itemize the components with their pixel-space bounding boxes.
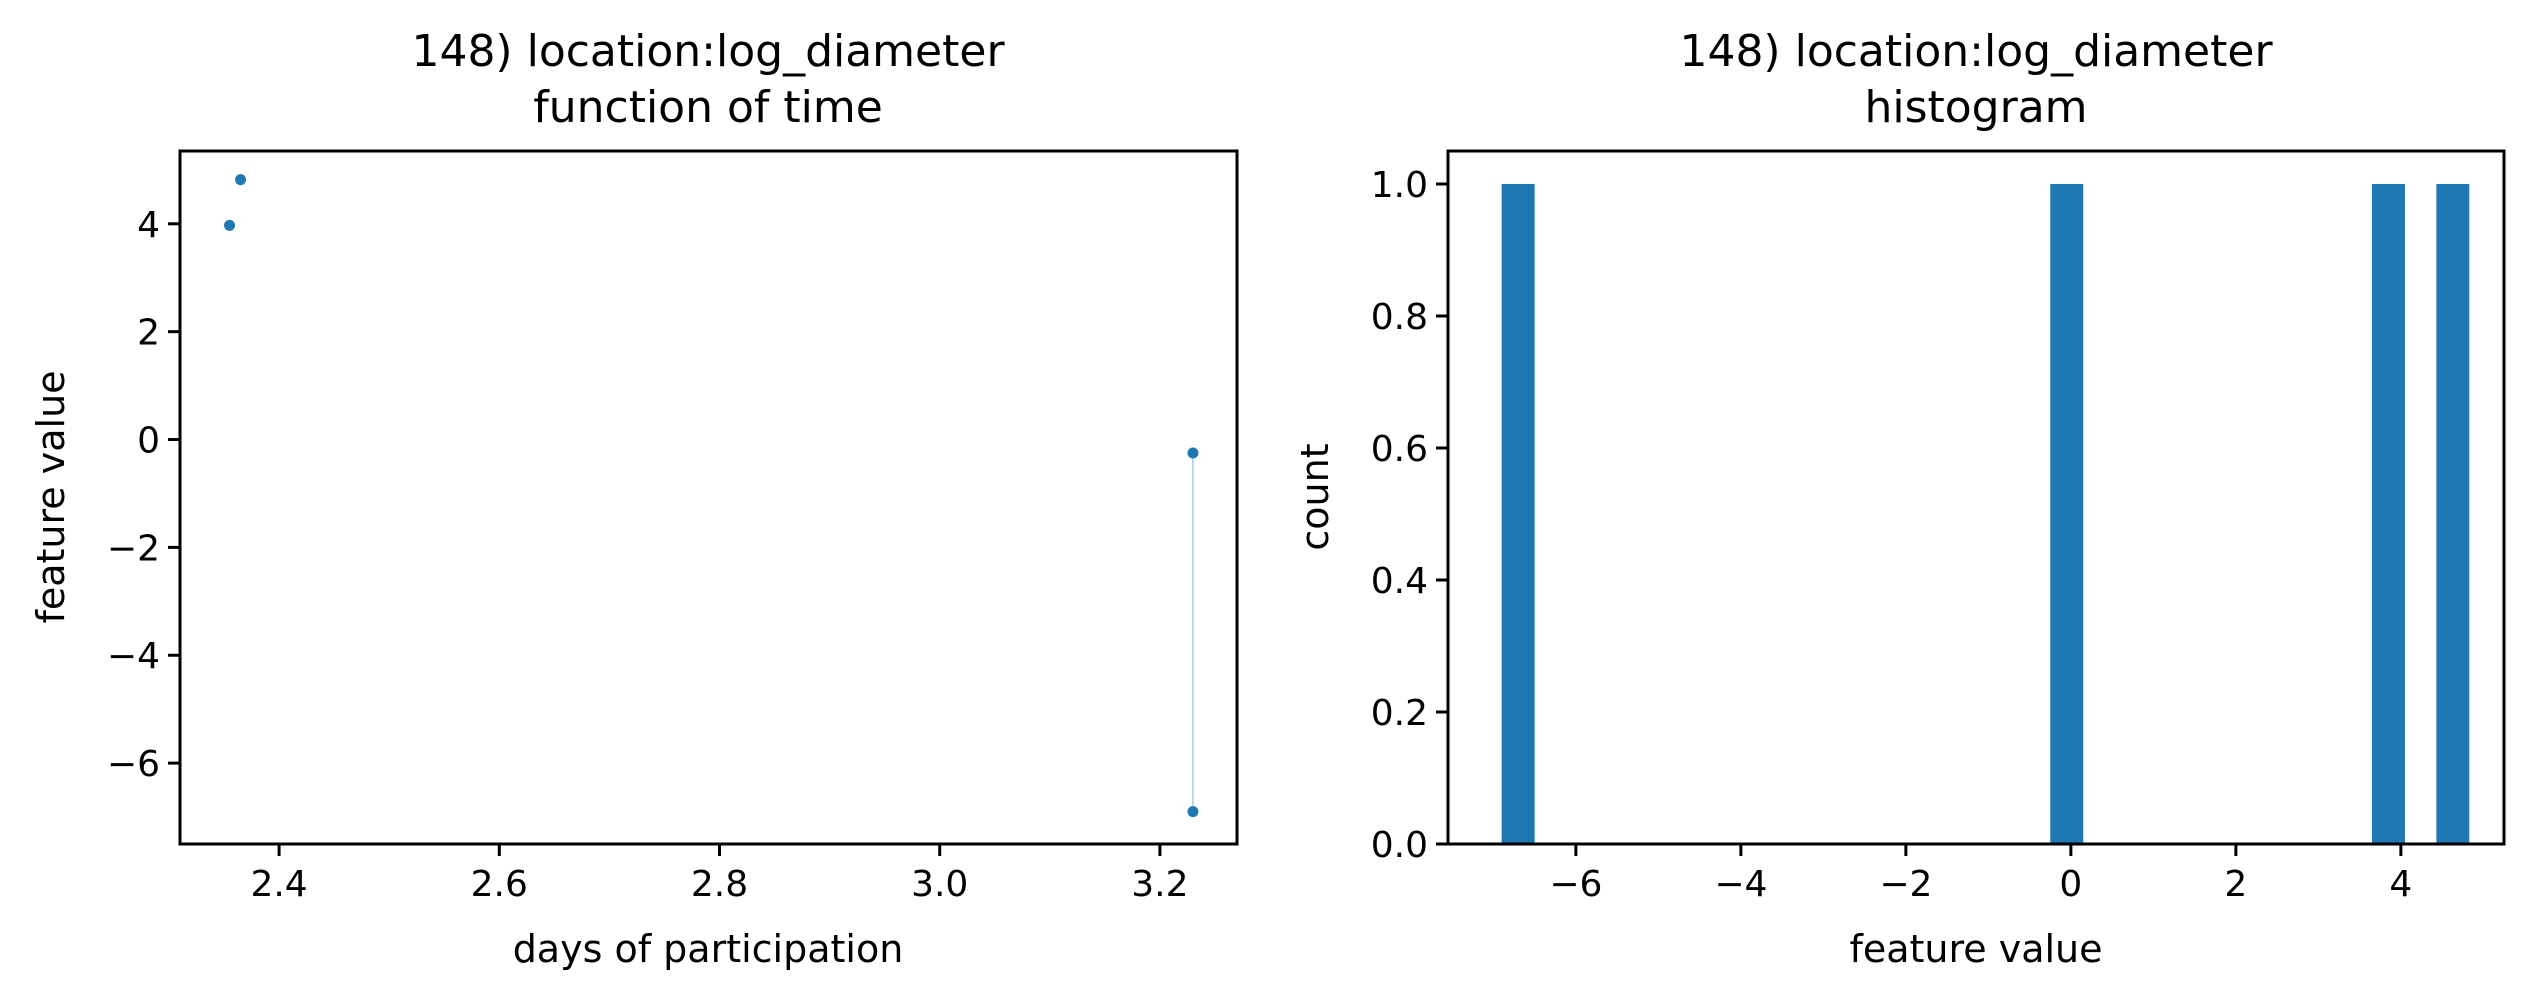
histogram-bar [2050,184,2084,844]
time-series-panel: 148) location:log_diameter function of t… [29,26,1239,971]
right-chart-ylabel: count [1293,443,1337,550]
right-chart-ticks: −6 −4 −2 0 2 4 0.0 0.2 0.4 0.6 0.8 1.0 [1371,165,2413,905]
y-tick-label: 0.2 [1371,693,1428,734]
x-tick-label: −2 [1879,864,1932,905]
left-chart-frame [178,149,1239,846]
right-chart-title-line2: histogram [1864,82,2087,133]
histogram-bar [1501,184,1535,844]
histogram-panel: 148) location:log_diameter histogram −6−… [1293,26,2506,971]
x-tick-label: 3.0 [911,864,968,905]
y-tick-label: 1.0 [1371,165,1428,206]
data-point [224,219,236,231]
x-tick-label: 2.8 [691,864,748,905]
right-chart-frame [1446,149,2506,846]
x-tick-label: 0 [2059,864,2082,905]
y-tick-label: 4 [137,205,160,246]
y-tick-label: 0.6 [1371,429,1428,470]
left-chart-ticks: 2.4 2.6 2.8 3.0 3.2 −6 −4 −2 0 2 4 [107,205,1189,905]
left-chart-title-line1: 148) location:log_diameter [411,26,1005,77]
x-tick-label: 4 [2389,864,2412,905]
x-tick-label: 3.2 [1131,864,1188,905]
left-chart-title-line2: function of time [533,82,883,133]
right-chart-xlabel: feature value [1849,927,2102,971]
y-tick-label: 2 [137,313,160,354]
y-tick-label: −6 [107,744,160,785]
y-tick-label: 0 [137,421,160,462]
x-tick-label: 2.4 [250,864,307,905]
y-tick-label: −4 [107,636,160,677]
data-point [235,174,247,186]
x-tick-label: −4 [1714,864,1767,905]
left-chart-marks [224,174,1199,818]
data-point [1187,447,1199,459]
right-chart-title-line1: 148) location:log_diameter [1679,26,2273,77]
y-tick-label: 0.8 [1371,297,1428,338]
right-chart-marks [1501,184,2470,844]
data-point [1187,806,1199,818]
left-chart-xlabel: days of participation [513,927,904,971]
histogram-bar [2436,184,2470,844]
x-tick-label: 2 [2224,864,2247,905]
x-tick-label: 2.6 [471,864,528,905]
x-tick-label: −6 [1549,864,1602,905]
left-chart-ylabel: feature value [29,370,73,623]
histogram-bar [2372,184,2405,844]
y-tick-label: −2 [107,528,160,569]
y-tick-label: 0.0 [1371,825,1428,866]
y-tick-label: 0.4 [1371,561,1428,602]
